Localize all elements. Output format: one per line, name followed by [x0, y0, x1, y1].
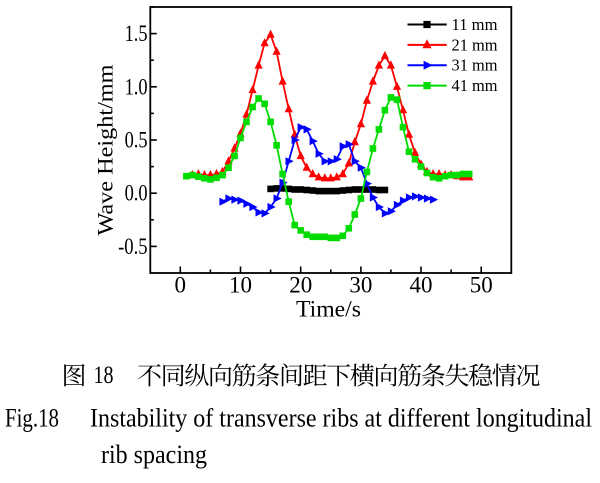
svg-text:40: 40 [410, 273, 433, 298]
svg-text:Wave Height/mm: Wave Height/mm [93, 65, 118, 236]
svg-text:rib spacing: rib spacing [101, 440, 207, 469]
svg-text:Time/s: Time/s [296, 297, 361, 322]
svg-text:-0.5: -0.5 [118, 234, 148, 259]
svg-text:20: 20 [289, 273, 312, 298]
svg-text:31 mm: 31 mm [452, 56, 498, 75]
svg-text:1.5: 1.5 [125, 21, 148, 46]
svg-text:50: 50 [470, 273, 493, 298]
svg-text:21 mm: 21 mm [452, 35, 498, 54]
svg-text:30: 30 [349, 273, 372, 298]
svg-text:11 mm: 11 mm [452, 15, 498, 34]
svg-text:18: 18 [94, 362, 114, 389]
svg-text:0: 0 [175, 273, 187, 298]
svg-text:Fig.18: Fig.18 [5, 404, 59, 433]
svg-text:1.0: 1.0 [125, 74, 148, 99]
svg-text:Instability of transverse ribs: Instability of transverse ribs at differ… [90, 404, 592, 433]
svg-text:10: 10 [229, 273, 252, 298]
svg-text:0.5: 0.5 [125, 128, 148, 153]
svg-text:41 mm: 41 mm [452, 76, 498, 95]
svg-text:0.0: 0.0 [125, 181, 148, 206]
